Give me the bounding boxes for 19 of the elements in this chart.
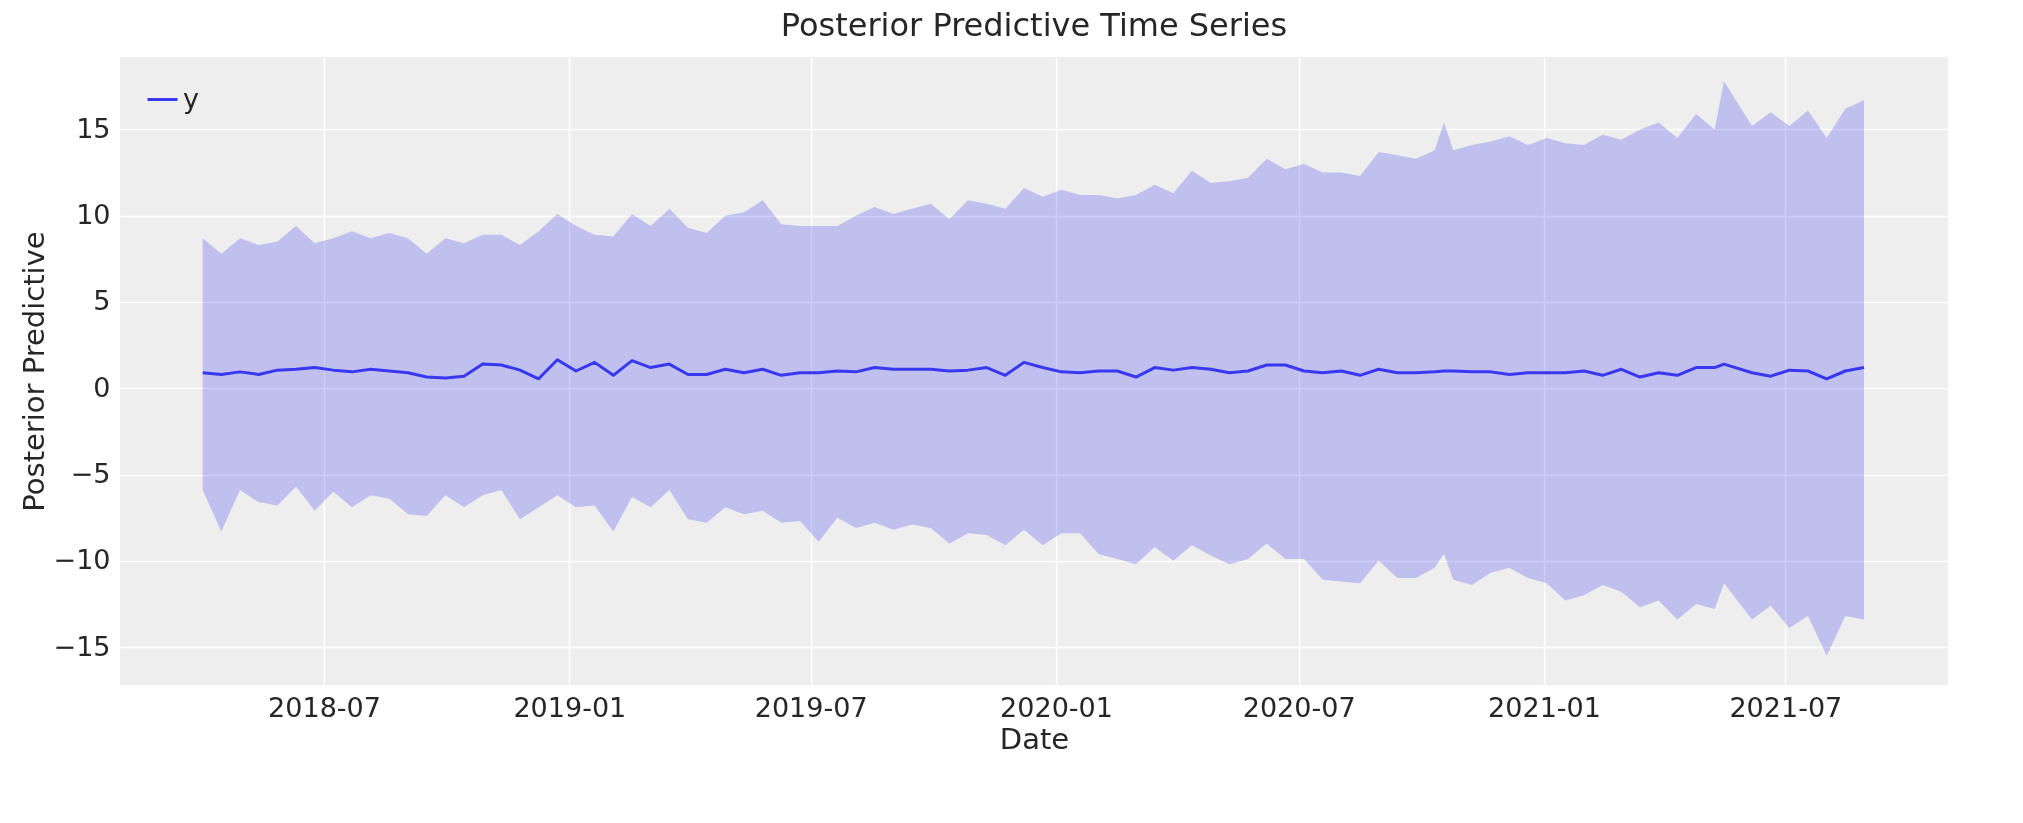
y-axis-title: Posterior Predictive — [16, 231, 51, 512]
x-tick-label: 2020-01 — [1000, 691, 1113, 723]
y-tick-label: −10 — [53, 544, 111, 576]
y-tick-label: 10 — [76, 199, 111, 231]
y-tick-label: −5 — [70, 458, 111, 490]
y-tick-label: −15 — [53, 630, 111, 662]
y-tick-label: 15 — [76, 112, 111, 144]
y-tick-label: 0 — [93, 371, 111, 403]
x-tick-label: 2019-01 — [513, 691, 627, 723]
legend-label: y — [183, 82, 199, 114]
x-tick-label: 2021-01 — [1488, 691, 1601, 723]
x-axis-title: Date — [999, 721, 1070, 756]
x-tick-label: 2020-07 — [1242, 691, 1356, 723]
x-tick-label: 2018-07 — [268, 691, 381, 723]
x-tick-label: 2019-07 — [754, 691, 868, 723]
y-tick-label: 5 — [93, 285, 111, 317]
line-series — [201, 358, 1866, 381]
x-tick-label: 2021-07 — [1729, 691, 1843, 723]
chart-title: Posterior Predictive Time Series — [780, 6, 1288, 44]
